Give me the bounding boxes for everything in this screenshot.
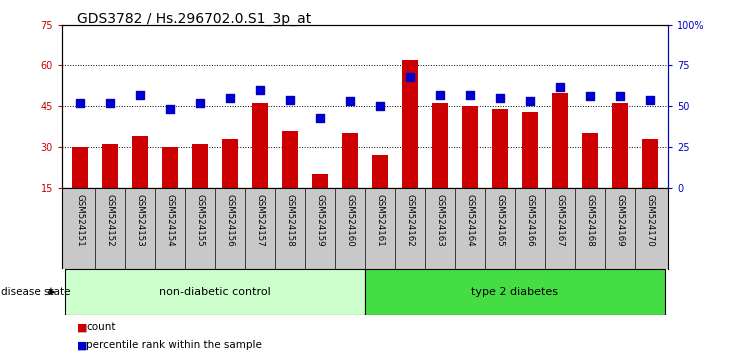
- Point: [344, 98, 356, 104]
- Point: [194, 100, 206, 106]
- Point: [524, 98, 536, 104]
- Bar: [342, 133, 358, 188]
- Text: GSM524155: GSM524155: [196, 194, 204, 247]
- Text: non-diabetic control: non-diabetic control: [159, 287, 271, 297]
- Text: type 2 diabetes: type 2 diabetes: [472, 287, 558, 297]
- Point: [284, 97, 296, 103]
- Bar: [101, 144, 118, 188]
- Bar: [132, 136, 148, 188]
- Text: ■: ■: [77, 340, 87, 350]
- Bar: [642, 139, 658, 188]
- Bar: [402, 60, 418, 188]
- Bar: [372, 155, 388, 188]
- Bar: [582, 133, 598, 188]
- Text: GSM524161: GSM524161: [375, 194, 385, 247]
- Text: GSM524166: GSM524166: [526, 194, 534, 247]
- Point: [404, 74, 416, 80]
- Text: GSM524164: GSM524164: [466, 194, 474, 247]
- Point: [644, 97, 656, 103]
- Text: GSM524151: GSM524151: [75, 194, 85, 247]
- Bar: [365, 269, 665, 315]
- Bar: [162, 147, 178, 188]
- Point: [224, 95, 236, 101]
- Point: [434, 92, 446, 98]
- Bar: [72, 147, 88, 188]
- Bar: [65, 269, 365, 315]
- Text: GSM524153: GSM524153: [136, 194, 145, 247]
- Point: [374, 103, 386, 109]
- Point: [314, 115, 326, 120]
- Text: GSM524152: GSM524152: [106, 194, 115, 247]
- Text: count: count: [86, 322, 115, 332]
- Text: GSM524162: GSM524162: [405, 194, 415, 247]
- Bar: [192, 144, 208, 188]
- Text: GSM524165: GSM524165: [496, 194, 504, 247]
- Bar: [282, 131, 299, 188]
- Text: GSM524169: GSM524169: [615, 194, 624, 247]
- Bar: [312, 174, 328, 188]
- Text: GSM524154: GSM524154: [166, 194, 174, 247]
- Text: GSM524158: GSM524158: [285, 194, 294, 247]
- Point: [104, 100, 116, 106]
- Point: [494, 95, 506, 101]
- Bar: [552, 93, 568, 188]
- Text: GSM524156: GSM524156: [226, 194, 234, 247]
- Point: [74, 100, 86, 106]
- Point: [464, 92, 476, 98]
- Point: [254, 87, 266, 93]
- Point: [554, 84, 566, 90]
- Point: [164, 107, 176, 112]
- Point: [584, 93, 596, 99]
- Text: GDS3782 / Hs.296702.0.S1_3p_at: GDS3782 / Hs.296702.0.S1_3p_at: [77, 12, 311, 27]
- Bar: [222, 139, 238, 188]
- Bar: [522, 112, 538, 188]
- Bar: [612, 103, 629, 188]
- Text: GSM524167: GSM524167: [556, 194, 564, 247]
- Point: [134, 92, 146, 98]
- Bar: [492, 109, 508, 188]
- Text: GSM524163: GSM524163: [436, 194, 445, 247]
- Text: disease state: disease state: [1, 287, 70, 297]
- Text: GSM524160: GSM524160: [345, 194, 355, 247]
- Point: [614, 93, 626, 99]
- Bar: [462, 106, 478, 188]
- Text: GSM524168: GSM524168: [585, 194, 594, 247]
- Text: ■: ■: [77, 322, 87, 332]
- Text: GSM524157: GSM524157: [255, 194, 264, 247]
- Text: GSM524170: GSM524170: [645, 194, 655, 247]
- Bar: [431, 103, 448, 188]
- Text: percentile rank within the sample: percentile rank within the sample: [86, 340, 262, 350]
- Text: GSM524159: GSM524159: [315, 194, 325, 247]
- Bar: [252, 103, 268, 188]
